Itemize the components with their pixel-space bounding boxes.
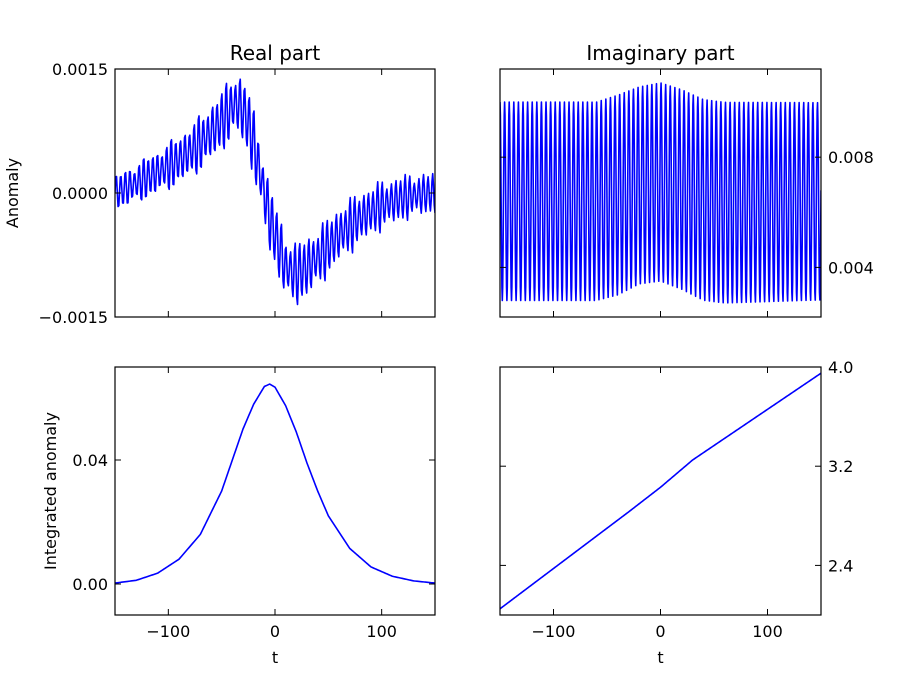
imaginary-integrated-xlabel: t <box>657 648 663 667</box>
real-integrated-frame <box>114 366 436 616</box>
imaginary-integrated-panel: −100 0 100 2.4 3.2 4.0 t <box>499 358 853 667</box>
imaginary-anomaly-title: Imaginary part <box>586 41 734 65</box>
imaginary-integrated-ytick-label: 4.0 <box>828 358 853 377</box>
real-integrated-series-line <box>115 383 435 584</box>
imaginary-integrated-xtick-label: 0 <box>655 622 665 641</box>
imaginary-anomaly-series-line <box>500 82 821 304</box>
imaginary-integrated-xtick-label: −100 <box>532 622 576 641</box>
real-anomaly-ytick-label: 0.0000 <box>52 184 108 203</box>
real-integrated-xtick-label: 100 <box>366 622 397 641</box>
real-integrated-xlabel: t <box>272 648 278 667</box>
real-anomaly-series-line <box>115 78 435 306</box>
real-integrated-ylabel: Integrated anomaly <box>41 412 60 570</box>
imaginary-integrated-series-line <box>500 372 821 610</box>
real-anomaly-panel: −0.0015 0.0000 0.0015 Real part Anomaly <box>3 41 436 327</box>
real-integrated-xtick-label: −100 <box>146 622 190 641</box>
imaginary-integrated-frame <box>499 366 822 616</box>
imaginary-anomaly-panel: 0.004 0.008 Imaginary part <box>499 41 874 318</box>
real-integrated-ytick-label: 0.04 <box>72 451 108 470</box>
imaginary-integrated-ytick-label: 3.2 <box>828 457 853 476</box>
real-anomaly-ytick-label: −0.0015 <box>39 308 108 327</box>
real-integrated-xtick-label: 0 <box>270 622 280 641</box>
imaginary-anomaly-ytick-label: 0.008 <box>828 148 874 167</box>
real-integrated-panel: −100 0 100 0.00 0.04 t Integrated anomaly <box>41 366 436 667</box>
imaginary-integrated-xtick-label: 100 <box>752 622 783 641</box>
imaginary-integrated-ytick-label: 2.4 <box>828 556 853 575</box>
real-integrated-ytick-label: 0.00 <box>72 575 108 594</box>
real-anomaly-title: Real part <box>230 41 321 65</box>
real-anomaly-ylabel: Anomaly <box>3 158 22 228</box>
imaginary-anomaly-ytick-label: 0.004 <box>828 258 874 277</box>
real-anomaly-ytick-label: 0.0015 <box>52 60 108 79</box>
